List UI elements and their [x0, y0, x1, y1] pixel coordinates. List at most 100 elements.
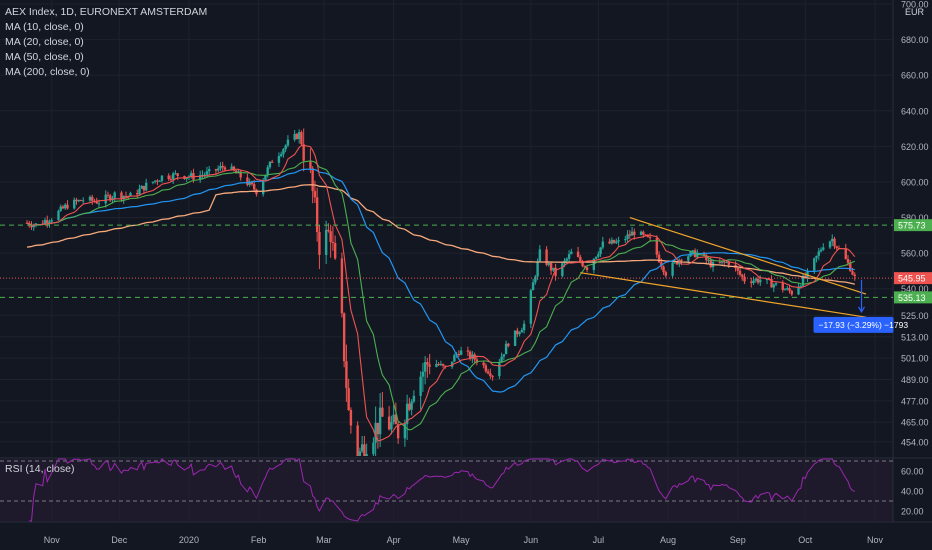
candle-body [327, 229, 330, 232]
candle-body [104, 194, 107, 204]
x-tick-label: Nov [44, 535, 61, 545]
candle-body [300, 132, 303, 145]
candle-body [176, 173, 179, 176]
candle-body [786, 288, 789, 290]
candle-body [687, 256, 690, 261]
candle-body [219, 165, 222, 169]
candle-body [783, 289, 787, 291]
candle-body [765, 278, 769, 281]
candle-body [502, 354, 506, 357]
ma10-line [26, 144, 856, 442]
candle-body [624, 239, 627, 241]
candle-body [230, 166, 233, 170]
candle-body [594, 256, 598, 259]
candle-body [601, 241, 605, 248]
candle-body [145, 182, 148, 191]
candle-body [232, 166, 236, 171]
candle-body [221, 165, 224, 168]
candle-body [136, 193, 139, 195]
candle-body [311, 168, 314, 192]
candle-body [570, 251, 573, 255]
chart-legend: AEX Index, 1D, EURONEXT AMSTERDAM MA (10… [5, 5, 207, 80]
candle-body [91, 196, 94, 201]
candle-body [529, 290, 533, 324]
price-label-box [894, 272, 932, 285]
candle-body [531, 282, 535, 291]
candle-body [167, 175, 170, 179]
price-label: 545.95 [898, 274, 926, 284]
candle-body [628, 234, 632, 236]
candle-body [819, 249, 823, 252]
candle-body [48, 221, 51, 224]
x-tick-label: Jul [593, 535, 605, 545]
legend-title: AEX Index, 1D, EURONEXT AMSTERDAM [5, 6, 208, 18]
candle-body [822, 247, 825, 250]
candle-body [770, 279, 773, 288]
candle-body [387, 416, 391, 430]
candle-body [581, 261, 584, 267]
candle-body [743, 276, 746, 282]
y-tick-label: 501.00 [901, 354, 929, 364]
candle-body [579, 256, 582, 262]
candle-body [849, 262, 852, 272]
candle-body [266, 167, 269, 175]
candle-body [696, 252, 699, 258]
candle-body [815, 255, 818, 259]
candle-body [129, 193, 132, 197]
candles-group [25, 128, 856, 456]
candle-body [109, 195, 112, 201]
candle-body [124, 195, 128, 197]
candle-body [486, 371, 490, 374]
candle-body [64, 204, 67, 209]
candle-body [138, 188, 141, 195]
candle-body [412, 395, 416, 402]
candle-body [342, 313, 346, 362]
candle-body [329, 231, 332, 242]
legend-ma200: MA (200, close, 0) [5, 66, 90, 78]
candle-body [376, 422, 380, 435]
candle-body [655, 237, 659, 255]
candle-body [833, 238, 836, 247]
candle-body [381, 407, 384, 417]
x-tick-label: Dec [111, 535, 128, 545]
rsi-tick-label: 20.00 [901, 507, 924, 517]
ma50-line [26, 168, 855, 393]
candle-body [790, 290, 793, 295]
candle-body [97, 203, 101, 205]
y-tick-label: 640.00 [901, 106, 929, 116]
candle-body [583, 266, 587, 268]
price-label-box [894, 291, 932, 304]
y-tick-label: 560.00 [901, 249, 929, 259]
candle-body [835, 246, 838, 249]
candle-body [437, 364, 440, 366]
x-tick-label: May [453, 535, 471, 545]
y-tick-label: 680.00 [901, 35, 929, 45]
candle-body [633, 231, 636, 236]
candle-body [297, 132, 301, 139]
ma200-line [26, 184, 855, 285]
candle-body [718, 262, 721, 264]
candle-body [545, 249, 548, 265]
y-tick-label: 600.00 [901, 177, 929, 187]
candle-body [66, 204, 69, 209]
candle-body [428, 364, 431, 367]
candle-body [576, 251, 580, 257]
candle-body [252, 184, 256, 190]
candle-body [801, 275, 805, 286]
candle-body [324, 229, 328, 255]
candle-body [419, 376, 422, 396]
candle-body [471, 354, 474, 359]
candle-body [536, 261, 539, 277]
candle-body [500, 356, 503, 363]
candle-body [491, 376, 494, 378]
candle-body [390, 422, 393, 430]
candle-body [154, 180, 157, 182]
y-tick-label: 454.00 [901, 437, 929, 447]
x-tick-label: Mar [316, 535, 332, 545]
candle-body [214, 169, 218, 171]
candle-body [630, 231, 634, 236]
candle-body [360, 444, 364, 452]
candle-body [421, 371, 425, 377]
x-tick-label: Jun [524, 535, 539, 545]
